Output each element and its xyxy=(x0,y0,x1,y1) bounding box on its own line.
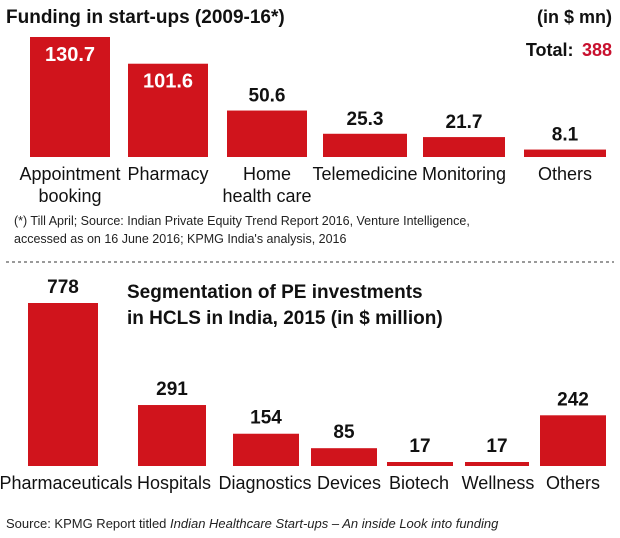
chart2-category-label: Diagnostics xyxy=(218,473,311,493)
chart1-bar xyxy=(30,37,110,157)
chart1-total: Total: 388 xyxy=(526,40,612,60)
chart1-category-label: booking xyxy=(38,186,101,206)
chart2-category-label: Others xyxy=(546,473,600,493)
chart1-bar xyxy=(128,63,208,157)
chart2-value-label: 291 xyxy=(156,379,188,400)
chart2-title-line-1: Segmentation of PE investments xyxy=(127,282,423,303)
chart2-bar xyxy=(311,448,377,466)
chart1-bar xyxy=(423,137,505,157)
chart1-value-label: 25.3 xyxy=(347,109,384,130)
chart2-value-label: 17 xyxy=(409,436,430,457)
chart1-unit: (in $ mn) xyxy=(537,7,612,27)
chart1-footnote-line: accessed as on 16 June 2016; KPMG India'… xyxy=(14,232,347,246)
chart2-category-label: Wellness xyxy=(462,473,535,493)
chart1-value-label: 21.7 xyxy=(446,112,483,133)
chart2-bar xyxy=(387,462,453,466)
chart1-value-label: 50.6 xyxy=(249,86,286,107)
chart1-bar xyxy=(227,110,307,157)
chart2-category-label: Hospitals xyxy=(137,473,211,493)
chart2-category-label: Biotech xyxy=(389,473,449,493)
chart2-value-label: 154 xyxy=(250,408,282,429)
chart2-bars: 778 291 154 85 17 17 242 Pharmaceuticals Hospita… xyxy=(0,277,606,493)
chart1-value-label: 130.7 xyxy=(45,44,95,66)
chart1-category-label: Monitoring xyxy=(422,164,506,184)
chart1-title: Funding in start-ups (2009-16*) xyxy=(6,7,285,28)
chart1-category-label: Others xyxy=(538,164,592,184)
chart1-footnote-line: (*) Till April; Source: Indian Private E… xyxy=(14,214,470,228)
source-italic: Indian Healthcare Start-ups – An inside … xyxy=(170,516,499,531)
chart2-category-label: Pharmaceuticals xyxy=(0,473,133,493)
chart2-value-label: 242 xyxy=(557,389,589,410)
source-prefix: Source: KPMG Report titled xyxy=(6,516,170,531)
chart2-value-label: 778 xyxy=(47,277,79,298)
chart1-footnote: (*) Till April; Source: Indian Private E… xyxy=(14,214,470,246)
chart1-category-label: Appointment xyxy=(19,164,120,184)
chart2-title-line-2: in HCLS in India, 2015 (in $ million) xyxy=(127,308,443,329)
chart1-total-value: 388 xyxy=(582,40,612,60)
chart1-category-label: health care xyxy=(222,186,311,206)
chart2-value-label: 17 xyxy=(486,436,507,457)
chart2-bar xyxy=(233,433,299,466)
chart1-category-label: Home xyxy=(243,164,291,184)
chart1-category-label: Telemedicine xyxy=(312,164,417,184)
chart1-value-label: 101.6 xyxy=(143,71,193,93)
chart1-category-label: Pharmacy xyxy=(127,164,208,184)
chart1-value-label: 8.1 xyxy=(552,125,579,146)
chart2-bar xyxy=(540,415,606,466)
chart2-value-label: 85 xyxy=(333,422,355,443)
chart2-category-label: Devices xyxy=(317,473,381,493)
chart1-bar xyxy=(323,133,407,157)
chart1-bar xyxy=(524,149,606,157)
chart2-bar xyxy=(28,303,98,466)
chart2-bar xyxy=(138,405,206,466)
source-note: Source: KPMG Report titled Indian Health… xyxy=(6,516,499,531)
chart2-bar xyxy=(465,462,529,466)
chart1-total-label: Total: xyxy=(526,40,574,60)
